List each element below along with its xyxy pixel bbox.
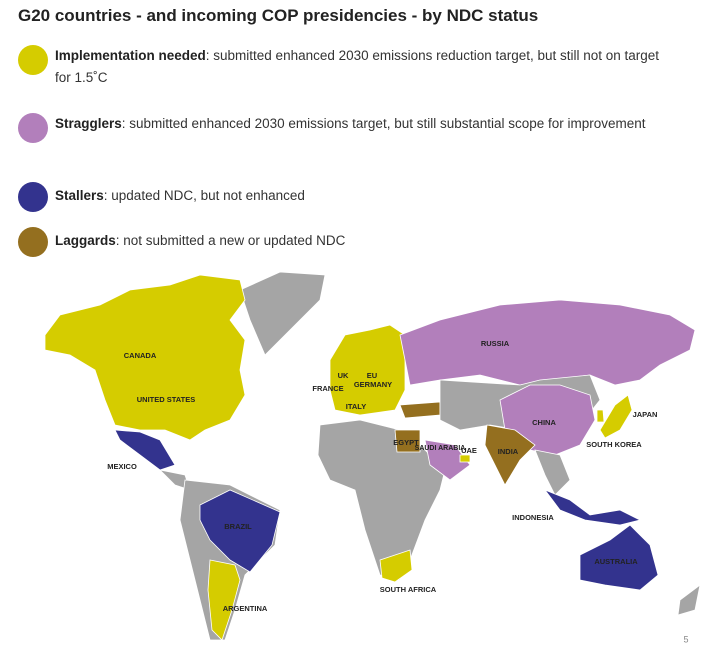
country-label: UK <box>338 371 349 380</box>
legend-description: : submitted enhanced 2030 emissions redu… <box>55 48 660 85</box>
legend-label: Stallers <box>55 188 104 203</box>
legend-label: Implementation needed <box>55 48 206 63</box>
country-label: SAUDI ARABIA <box>415 445 466 452</box>
indonesia <box>543 489 642 526</box>
legend-swatch <box>18 45 48 75</box>
north-america <box>44 274 246 441</box>
legend-swatch <box>18 113 48 143</box>
country-label: JAPAN <box>633 410 658 419</box>
india <box>484 424 536 486</box>
legend-item: Stallers: updated NDC, but not enhanced <box>18 182 698 212</box>
country-label: UNITED STATES <box>137 395 195 404</box>
country-label: EU <box>367 371 377 380</box>
country-label: SOUTH KOREA <box>586 440 642 449</box>
legend-item: Laggards: not submitted a new or updated… <box>18 227 698 257</box>
country-label: GERMANY <box>354 380 392 389</box>
country-label: INDIA <box>498 447 519 456</box>
country-label: CHINA <box>532 418 556 427</box>
mexico <box>114 429 176 471</box>
greenland <box>239 271 326 356</box>
page-number: 5 <box>683 634 688 644</box>
country-label: MEXICO <box>107 462 137 471</box>
country-label: EGYPT <box>393 438 419 447</box>
country-label: SOUTH AFRICA <box>380 585 437 594</box>
legend-item: Stragglers: submitted enhanced 2030 emis… <box>18 113 698 143</box>
japan <box>599 394 633 439</box>
legend-swatch <box>18 227 48 257</box>
country-label: INDONESIA <box>512 513 554 522</box>
legend-item: Implementation needed: submitted enhance… <box>18 45 698 89</box>
turkey <box>399 401 441 419</box>
country-label: BRAZIL <box>224 522 252 531</box>
country-label: CANADA <box>124 351 157 360</box>
legend-description: : submitted enhanced 2030 emissions targ… <box>121 116 646 131</box>
south-africa <box>379 549 413 583</box>
uae <box>459 454 471 463</box>
legend-swatch <box>18 182 48 212</box>
legend-label: Stragglers <box>55 116 122 131</box>
country-label: ARGENTINA <box>223 604 268 613</box>
south-korea <box>596 409 605 423</box>
argentina <box>207 559 241 641</box>
saudi-arabia <box>424 439 471 481</box>
egypt <box>394 429 421 453</box>
russia <box>399 299 696 386</box>
new-zealand <box>677 584 701 616</box>
legend-description: : updated NDC, but not enhanced <box>103 188 305 203</box>
southeast-asia <box>534 449 571 496</box>
title: G20 countries - and incoming COP preside… <box>18 6 539 25</box>
europe <box>329 324 406 416</box>
legend-label: Laggards <box>55 233 116 248</box>
brazil <box>199 489 281 573</box>
country-label: UAE <box>461 446 477 455</box>
country-label: FRANCE <box>312 384 343 393</box>
australia <box>579 524 659 591</box>
country-label: ITALY <box>346 402 366 411</box>
country-label: AUSTRALIA <box>594 557 638 566</box>
country-label: RUSSIA <box>481 339 510 348</box>
legend-description: : not submitted a new or updated NDC <box>115 233 346 248</box>
